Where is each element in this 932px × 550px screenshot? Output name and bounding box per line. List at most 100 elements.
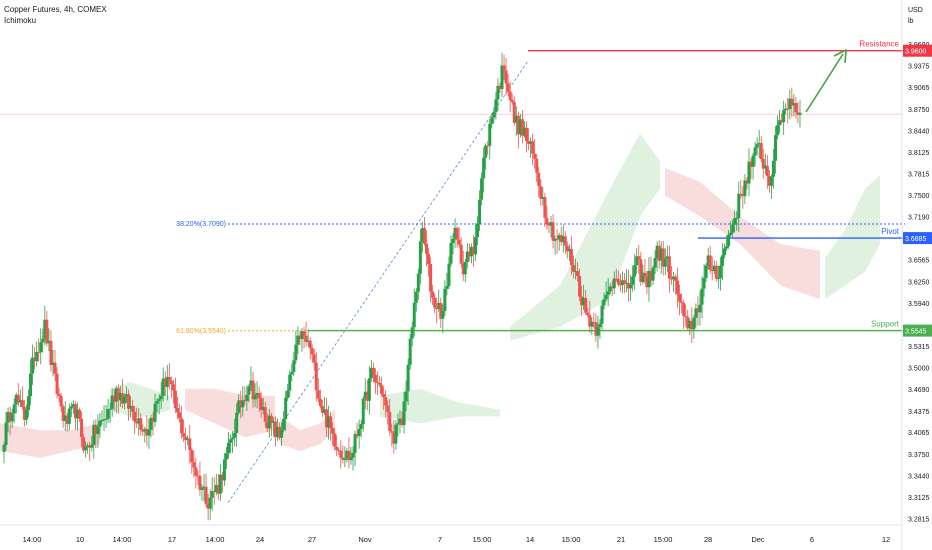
cloud-bull-4 <box>825 174 880 300</box>
candle <box>257 386 261 412</box>
candle <box>786 97 790 124</box>
candle-body <box>435 307 439 310</box>
candle <box>747 148 751 197</box>
candle-body <box>153 403 157 422</box>
candle-body <box>133 411 137 422</box>
candle-body <box>486 145 490 147</box>
candle <box>386 400 390 425</box>
candle <box>210 477 214 512</box>
candle-body <box>625 282 629 284</box>
candle-body <box>302 331 306 336</box>
candle <box>706 247 710 270</box>
candle-body <box>300 331 304 340</box>
candle-body <box>343 458 347 460</box>
candle-body <box>200 487 204 490</box>
candle <box>239 390 243 419</box>
candle <box>727 230 731 249</box>
candle <box>259 391 263 419</box>
candle <box>335 435 339 457</box>
x-tick-label: 6 <box>810 535 814 544</box>
candle <box>755 137 759 156</box>
candle-body <box>418 241 422 274</box>
candle <box>251 371 255 408</box>
candle-body <box>214 484 218 492</box>
candle-body <box>98 420 102 427</box>
candle <box>643 258 647 284</box>
candle <box>67 403 71 431</box>
candle <box>504 57 508 96</box>
candle <box>512 96 516 127</box>
candle-body <box>255 393 259 396</box>
candle-body <box>467 251 471 257</box>
candle-body <box>600 305 604 324</box>
candle-body <box>224 453 228 460</box>
trend-line <box>227 60 529 504</box>
y-tick-label: 3.7815 <box>908 171 930 178</box>
candle-body <box>6 411 10 423</box>
candle <box>65 412 69 432</box>
candle-body <box>437 302 441 310</box>
candle <box>26 389 30 418</box>
candle-body <box>439 302 443 319</box>
candle-body <box>669 278 673 280</box>
candle-body <box>65 415 69 424</box>
cloud-bear-3 <box>280 409 335 452</box>
candle <box>796 102 800 124</box>
candle-body <box>49 340 53 365</box>
candle-body <box>482 157 486 179</box>
candle <box>180 405 184 439</box>
candle-body <box>384 397 388 406</box>
candle <box>324 397 328 437</box>
candle <box>131 399 135 421</box>
candle <box>241 386 245 417</box>
candle-body <box>698 304 702 313</box>
y-tick-label: 3.5000 <box>908 366 930 373</box>
candle-body <box>318 398 322 407</box>
y-tick-label: 3.5315 <box>908 344 930 351</box>
x-tick-label: 7 <box>438 535 442 544</box>
candle <box>653 250 657 275</box>
candle <box>271 417 275 435</box>
candle <box>514 106 518 136</box>
candle <box>96 414 100 449</box>
candle <box>449 235 453 267</box>
candle-body <box>774 135 778 161</box>
candle-body <box>124 394 128 397</box>
candle-body <box>580 296 584 306</box>
candle-body <box>4 422 8 446</box>
candle-body <box>494 99 498 113</box>
candle <box>267 409 271 438</box>
candle <box>661 241 665 276</box>
candle <box>155 397 159 413</box>
candle-body <box>602 299 606 306</box>
candle <box>82 434 86 454</box>
candle-body <box>243 400 247 402</box>
candle <box>151 412 155 436</box>
candle <box>392 419 396 454</box>
candle <box>743 174 747 205</box>
candle <box>161 367 165 402</box>
candle-body <box>169 380 173 385</box>
candle <box>529 137 533 158</box>
candle-body <box>80 418 84 438</box>
candle-body <box>471 246 475 255</box>
candle-body <box>161 378 165 396</box>
candle-body <box>167 376 171 381</box>
candle <box>427 247 431 277</box>
candle-body <box>571 265 575 272</box>
candle <box>71 400 75 414</box>
candle-body <box>694 308 698 318</box>
level-name-support: Support <box>871 320 900 329</box>
candle <box>376 371 380 396</box>
candle <box>282 411 286 433</box>
candle <box>776 115 780 140</box>
candle-body <box>620 280 624 286</box>
candle-body <box>247 386 251 395</box>
candle-body <box>137 418 141 424</box>
cloud-bear-1 <box>0 423 100 458</box>
candle-body <box>408 338 412 365</box>
candle <box>494 91 498 120</box>
candle <box>124 386 128 404</box>
